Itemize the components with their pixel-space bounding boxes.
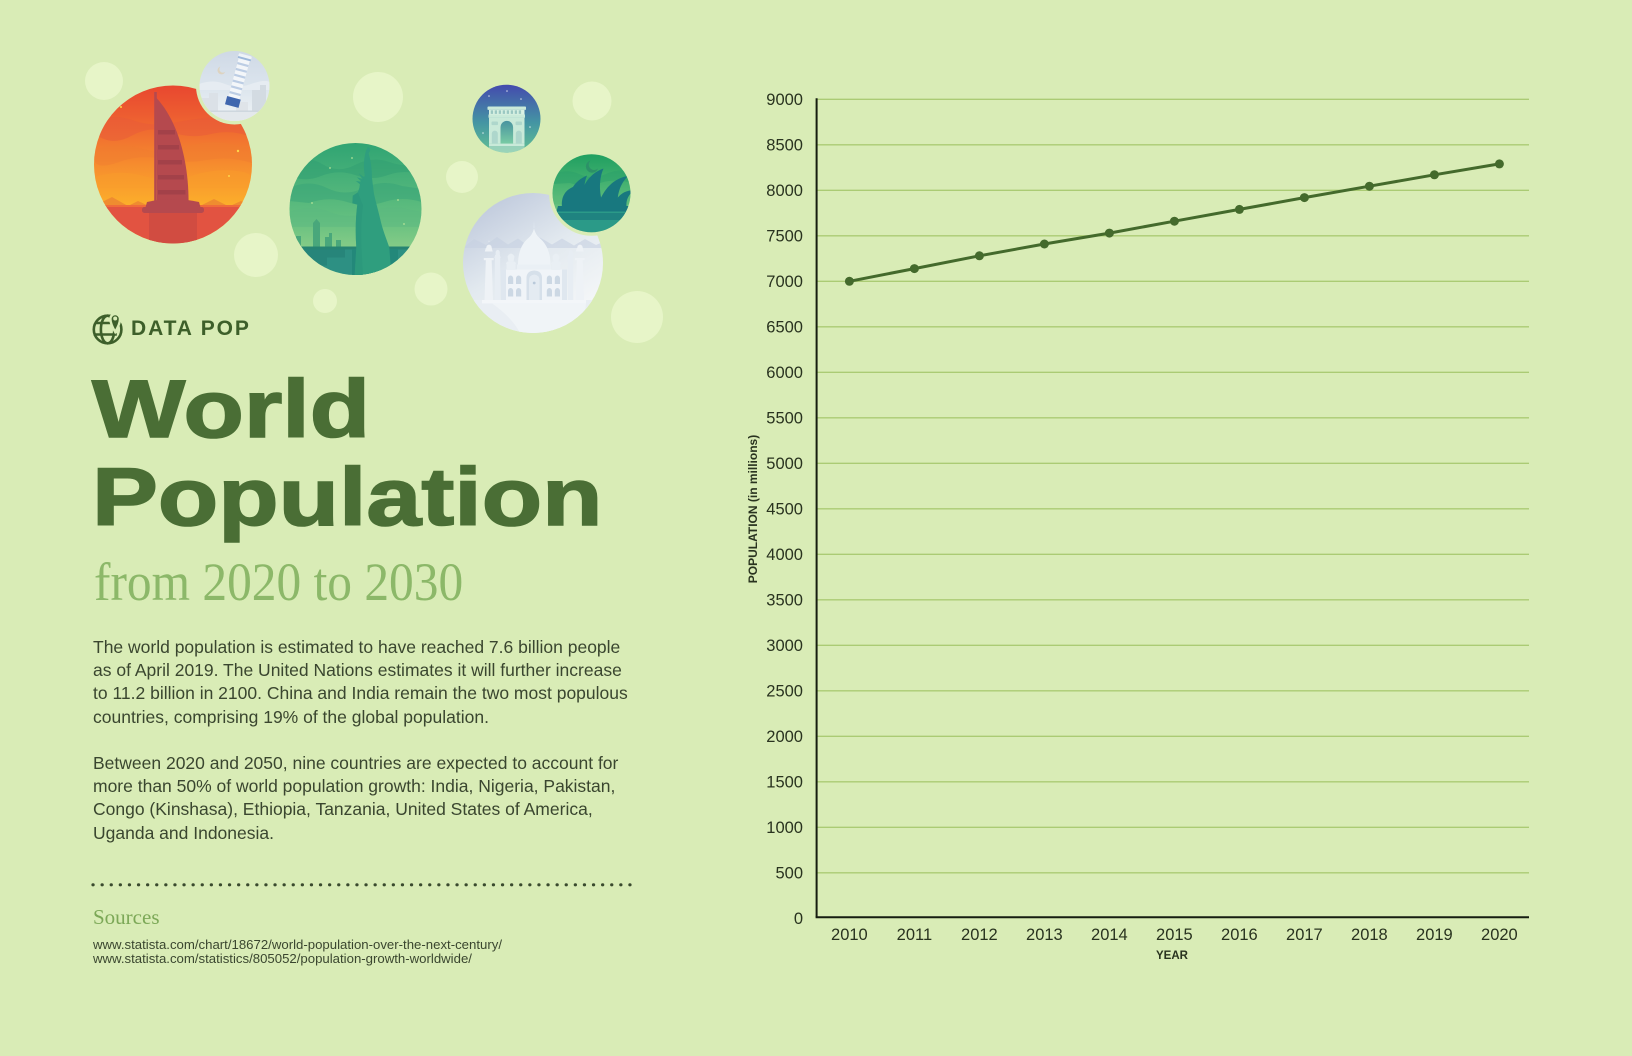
svg-text:500: 500 [775,865,803,883]
svg-text:2020: 2020 [1481,926,1518,944]
svg-text:2019: 2019 [1416,926,1453,944]
svg-text:2016: 2016 [1221,926,1258,944]
svg-text:2500: 2500 [766,683,803,701]
svg-text:3000: 3000 [766,637,803,655]
svg-text:2012: 2012 [961,926,998,944]
svg-text:5000: 5000 [766,455,803,473]
svg-text:2011: 2011 [897,926,932,944]
svg-text:8500: 8500 [766,137,803,155]
svg-text:4000: 4000 [766,546,803,564]
svg-text:2018: 2018 [1351,926,1388,944]
svg-text:6000: 6000 [766,364,803,382]
svg-text:5500: 5500 [766,410,803,428]
svg-text:4500: 4500 [766,501,803,519]
svg-text:2014: 2014 [1091,926,1128,944]
svg-text:7000: 7000 [766,273,803,291]
svg-text:8000: 8000 [766,182,803,200]
svg-text:2013: 2013 [1026,926,1063,944]
svg-text:0: 0 [794,910,803,928]
svg-text:2017: 2017 [1286,926,1323,944]
svg-text:POPULATION (in millions): POPULATION (in millions) [746,435,760,583]
svg-text:2010: 2010 [831,926,868,944]
svg-text:1000: 1000 [766,819,803,837]
svg-text:6500: 6500 [766,319,803,337]
svg-text:2015: 2015 [1156,926,1193,944]
svg-text:YEAR: YEAR [1156,950,1189,962]
svg-text:3500: 3500 [766,592,803,610]
svg-text:2000: 2000 [766,728,803,746]
svg-text:1500: 1500 [766,774,803,792]
svg-text:7500: 7500 [766,228,803,246]
svg-text:9000: 9000 [766,91,803,109]
